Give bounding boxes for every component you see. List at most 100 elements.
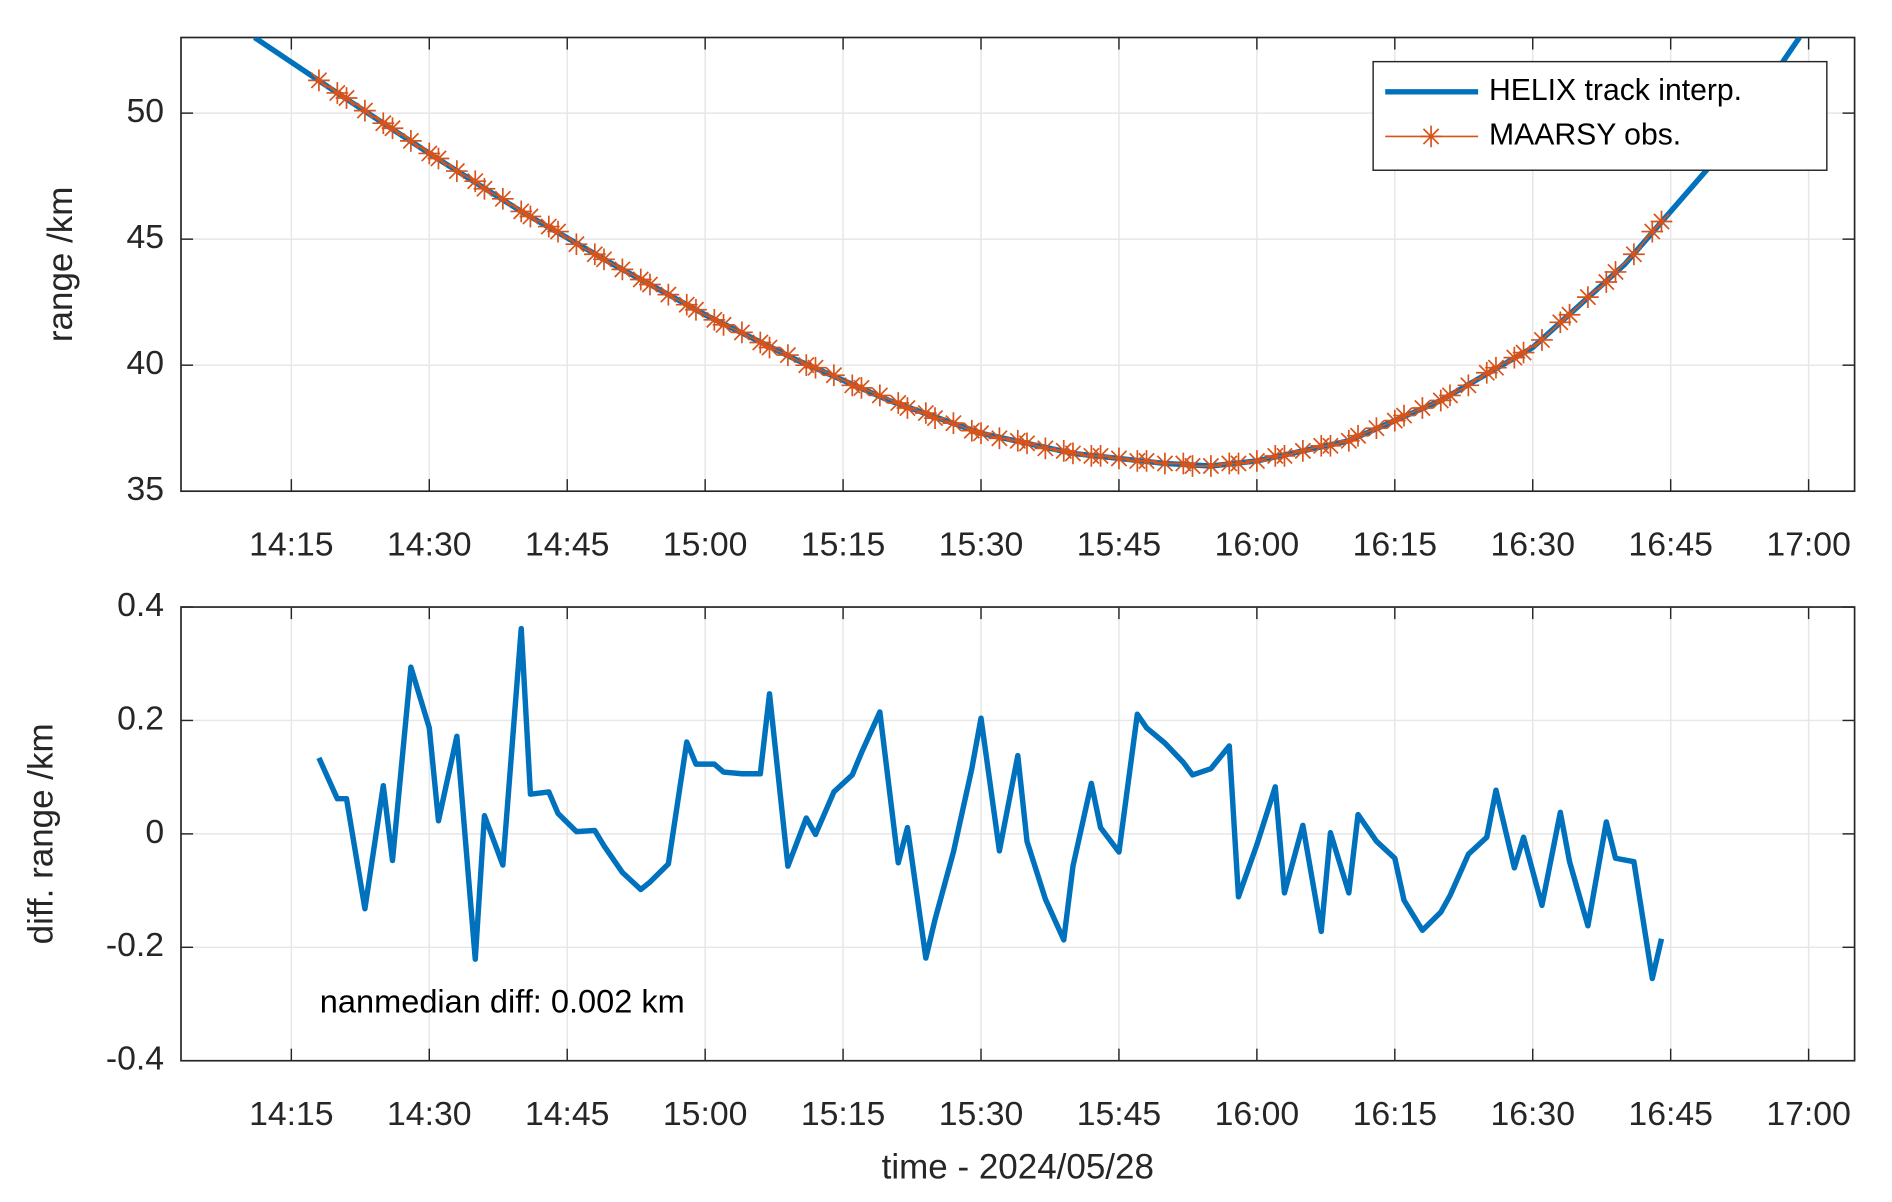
x-tick-label: 16:15: [1353, 1095, 1438, 1133]
marker: [758, 336, 781, 359]
marker: [850, 376, 873, 399]
marker: [887, 392, 910, 414]
x-tick-label: 17:00: [1766, 526, 1850, 564]
marker: [1292, 440, 1314, 462]
marker: [1650, 210, 1673, 233]
marker: [1154, 452, 1176, 475]
marker: [1108, 447, 1130, 470]
marker: [1485, 356, 1507, 379]
y-tick-label: 0.2: [117, 699, 164, 737]
marker: [547, 220, 569, 243]
y-tick-label: -0.2: [106, 926, 164, 964]
marker: [924, 407, 946, 429]
x-tick-label: 15:30: [939, 526, 1024, 564]
marker: [675, 293, 698, 316]
marker: [1365, 417, 1388, 440]
marker: [1273, 445, 1296, 467]
marker: [896, 397, 919, 419]
x-tick-label: 16:45: [1628, 526, 1712, 564]
x-tick-label: 15:15: [801, 1095, 886, 1133]
marker: [1623, 243, 1645, 266]
marker: [583, 243, 606, 266]
marker: [1393, 404, 1415, 427]
marker: [795, 354, 818, 377]
y-tick-label: 0.4: [117, 586, 164, 624]
y-tick-label: 40: [127, 344, 165, 382]
x-tick-label: 16:00: [1215, 1095, 1300, 1133]
marker: [639, 273, 661, 296]
marker: [1429, 389, 1452, 412]
y-tick-label: 0: [145, 813, 164, 851]
marker: [400, 129, 422, 152]
marker: [1503, 346, 1526, 369]
marker: [335, 87, 358, 109]
marker: [1172, 452, 1195, 475]
x-tick-label: 14:15: [249, 1095, 333, 1133]
x-tick-label: 16:00: [1215, 526, 1300, 564]
x-tick-label: 15:00: [663, 526, 748, 564]
marker: [446, 160, 468, 182]
marker: [869, 384, 891, 407]
marker: [1062, 442, 1084, 465]
marker: [1337, 429, 1360, 452]
marker: [427, 147, 450, 170]
axes-box: [180, 606, 1856, 1062]
marker: [1531, 329, 1553, 351]
x-tick-label: 15:45: [1077, 1095, 1162, 1133]
marker: [354, 99, 376, 122]
y-tick-label: 50: [127, 92, 165, 130]
marker: [1577, 286, 1599, 308]
series-line: [316, 625, 1665, 982]
marker: [703, 308, 726, 331]
marker: [629, 268, 652, 291]
marker: [1475, 361, 1498, 384]
x-tick-label: 14:45: [525, 526, 610, 564]
marker: [685, 298, 707, 321]
marker: [1089, 445, 1112, 467]
marker: [1558, 303, 1581, 326]
marker: [537, 215, 560, 238]
x-tick-label: 14:45: [525, 1095, 610, 1133]
x-tick-label: 16:30: [1490, 526, 1575, 564]
marker: [1595, 271, 1618, 293]
marker: [712, 313, 735, 336]
legend-box: [1372, 60, 1828, 171]
marker: [1641, 220, 1664, 243]
annotation: nanmedian diff: 0.002 km: [320, 984, 685, 1020]
marker: [510, 200, 533, 223]
marker: [1200, 455, 1222, 477]
marker: [942, 412, 965, 435]
legend-marker: [1420, 125, 1442, 148]
marker: [1457, 374, 1480, 397]
x-tick-label: 14:15: [249, 526, 333, 564]
marker: [326, 82, 349, 104]
y-tick-label: 45: [127, 218, 165, 256]
x-tick-label: 15:30: [939, 1095, 1024, 1133]
marker: [1549, 311, 1572, 334]
marker: [731, 321, 753, 344]
x-tick-label: 16:30: [1490, 1095, 1575, 1133]
marker: [657, 283, 680, 306]
marker: [970, 422, 992, 445]
marker: [1383, 409, 1406, 432]
marker: [777, 344, 799, 366]
marker: [841, 374, 864, 397]
marker: [1411, 397, 1434, 419]
x-tick-label: 15:45: [1077, 526, 1162, 564]
marker: [1246, 450, 1268, 472]
marker: [1034, 437, 1057, 460]
x-tick-label: 14:30: [387, 526, 472, 564]
x-tick-label: 17:00: [1766, 1095, 1850, 1133]
y-axis-label: diff. range /km: [22, 723, 61, 944]
x-tick-label: 16:15: [1353, 526, 1438, 564]
x-axis-label: time - 2024/05/28: [882, 1148, 1154, 1187]
marker: [1604, 261, 1627, 283]
marker: [1319, 434, 1342, 457]
marker: [308, 69, 330, 92]
marker: [1016, 432, 1038, 455]
marker: [491, 187, 514, 210]
marker: [1439, 384, 1461, 407]
marker: [1347, 424, 1369, 447]
